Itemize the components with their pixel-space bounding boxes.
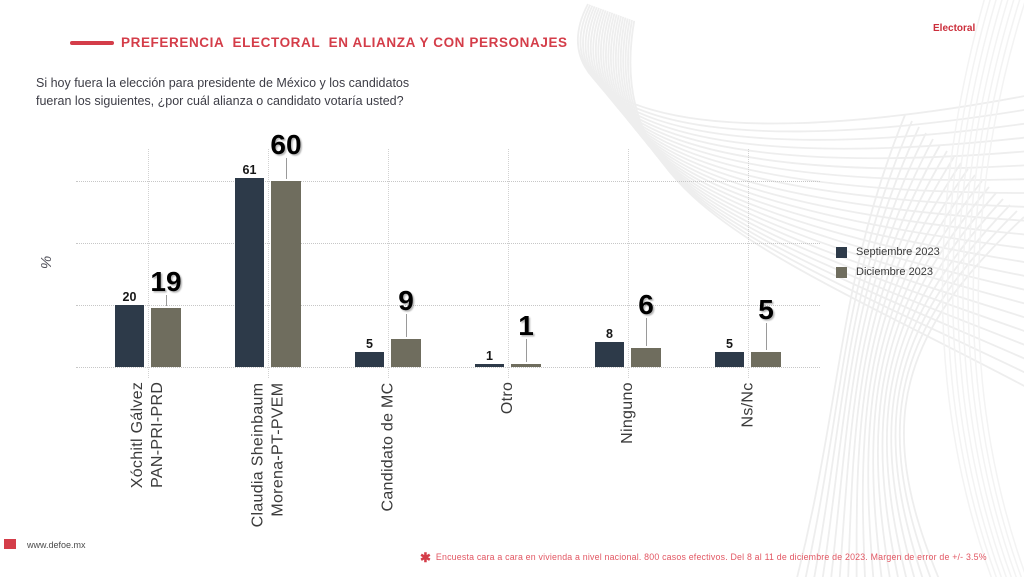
bar-value-septiembre: 1 (486, 348, 493, 363)
gridline-vertical (748, 149, 749, 378)
legend-swatch (836, 246, 847, 258)
category-label-4: Ninguno (618, 382, 636, 444)
bar-septiembre-0 (115, 305, 144, 367)
bar-diciembre-2 (391, 339, 421, 367)
gridline-vertical (268, 149, 269, 378)
gridline-vertical (388, 149, 389, 378)
survey-question-line1: Si hoy fuera la elección para presidente… (36, 76, 410, 90)
legend-item-1: Diciembre 2023 (836, 266, 940, 278)
y-axis-label: % (38, 255, 56, 270)
bar-value-septiembre: 61 (242, 162, 257, 177)
website-text: www.defoe.mx (27, 540, 86, 550)
legend-swatch (836, 266, 847, 278)
survey-question: Si hoy fuera la elección para presidente… (36, 75, 409, 111)
survey-question-line2: fueran los siguientes, ¿por cuál alianza… (36, 93, 404, 108)
bar-value-septiembre: 5 (366, 336, 373, 351)
bar-value-diciembre: 1 (518, 309, 534, 341)
legend-item-0: Septiembre 2023 (836, 246, 940, 258)
bar-value-diciembre: 6 (638, 289, 654, 321)
legend-label: Septiembre 2023 (856, 246, 940, 258)
section-label: Electoral (933, 23, 976, 34)
gridline-horizontal (76, 243, 820, 244)
methodology-footnote: ✱ Encuesta cara a cara en vivienda a niv… (420, 551, 1020, 564)
callout-leader-line (766, 322, 767, 350)
gridline-vertical (508, 149, 509, 378)
callout-leader-line (286, 158, 287, 179)
legend-label: Diciembre 2023 (856, 266, 934, 278)
gridline-horizontal (76, 305, 820, 306)
bar-diciembre-4 (631, 348, 661, 367)
category-label-5: Ns/Nc (739, 381, 757, 428)
category-label-2: Candidato de MC (379, 381, 397, 512)
methodology-footnote-text: Encuesta cara a cara en vivienda a nivel… (435, 552, 987, 562)
category-label-1: Claudia Sheinbaum Morena-PT-PVEM (248, 382, 286, 527)
gridline-horizontal (76, 181, 820, 182)
bar-diciembre-5 (751, 351, 781, 367)
bar-value-diciembre: 60 (270, 129, 302, 160)
category-label-3: Otro (499, 381, 517, 415)
bar-septiembre-1 (235, 177, 264, 367)
callout-leader-line (166, 295, 167, 307)
bar-septiembre-5 (715, 351, 744, 367)
title-accent-dash (70, 41, 114, 45)
gridline-vertical (148, 149, 149, 378)
page-title: PREFERENCIA ELECTORAL EN ALIANZA Y CON P… (121, 35, 568, 50)
bar-value-septiembre: 5 (726, 336, 733, 351)
callout-leader-line (526, 338, 527, 362)
bar-value-septiembre: 8 (606, 327, 613, 342)
callout-leader-line (646, 318, 647, 347)
bar-value-diciembre: 19 (150, 266, 182, 298)
callout-leader-line (406, 314, 407, 338)
bar-value-diciembre: 5 (758, 293, 774, 325)
bar-septiembre-3 (475, 363, 504, 367)
brand-logo-square (4, 539, 16, 549)
bar-diciembre-1 (271, 181, 301, 367)
bar-diciembre-0 (151, 308, 181, 367)
bar-septiembre-2 (355, 351, 384, 367)
bar-diciembre-3 (511, 363, 541, 367)
bar-septiembre-4 (595, 342, 624, 367)
asterisk-icon: ✱ (420, 550, 431, 565)
chart-legend: Septiembre 2023 Diciembre 2023 (836, 246, 940, 286)
gridline-horizontal (76, 367, 820, 368)
bar-value-septiembre: 20 (122, 290, 137, 304)
category-label-0: Xóchitl Gálvez PAN-PRI-PRD (129, 381, 167, 489)
bar-value-diciembre: 9 (398, 285, 414, 317)
gridline-vertical (628, 149, 629, 378)
